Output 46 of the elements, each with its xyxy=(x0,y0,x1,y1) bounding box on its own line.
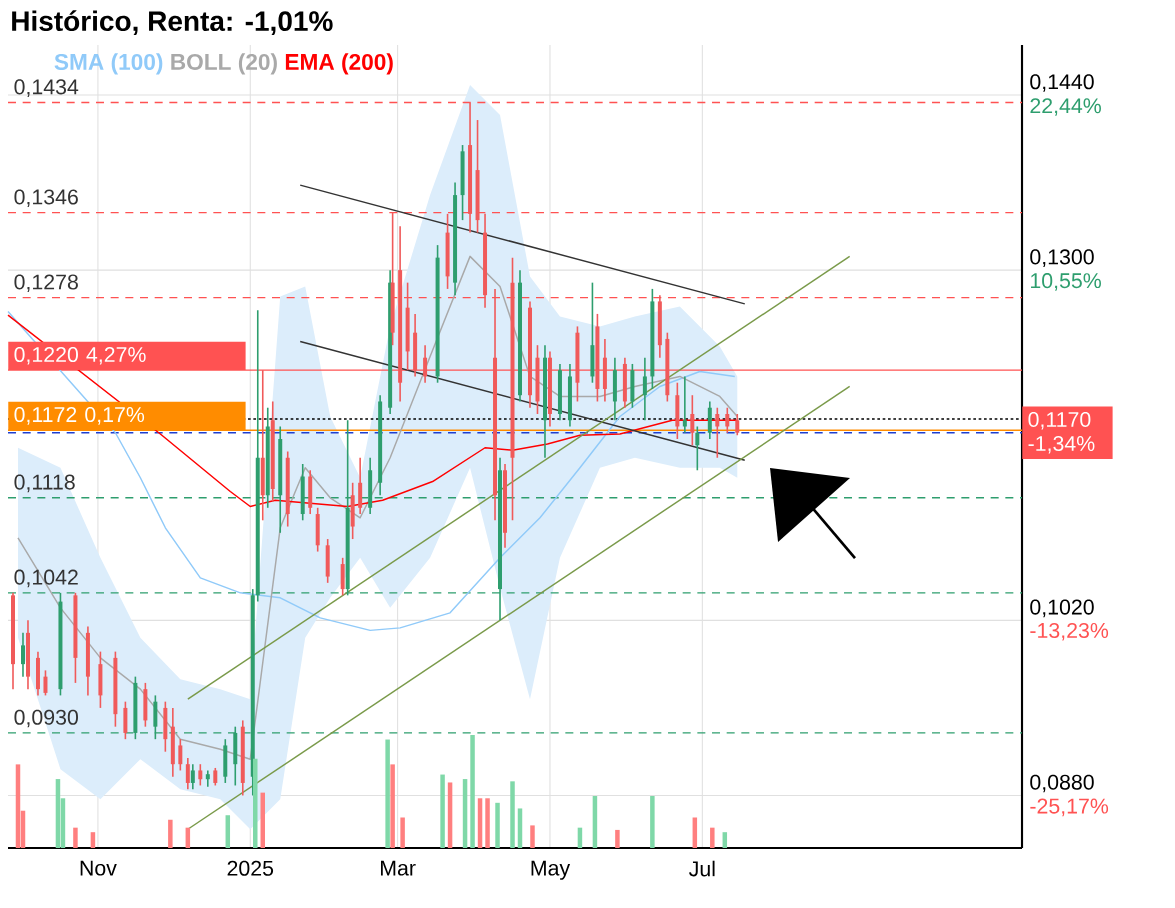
ref-line-label: 0,1346 xyxy=(14,189,78,207)
x-tick-label: Mar xyxy=(381,860,416,876)
bar xyxy=(440,774,445,848)
bar xyxy=(615,829,620,848)
bar xyxy=(385,739,390,848)
y2-tick-label: 22,44% xyxy=(1030,98,1101,116)
ref-line-label: 0,1220 4,27% xyxy=(14,346,146,365)
x-tick-label: Nov xyxy=(80,860,117,876)
y-tick-label: 0,1300 xyxy=(1030,249,1094,267)
x-tick-label: Jul xyxy=(689,860,715,877)
chart-title: Histórico, Renta: -1,01% xyxy=(12,10,333,36)
bar xyxy=(470,735,475,848)
ref-line-label: 0,1170 -1,34% xyxy=(1028,411,1095,454)
y-tick-label: 0,1020 xyxy=(1030,599,1094,618)
bar xyxy=(90,832,96,848)
ref-line-label: 0,1172 0,17% xyxy=(14,407,145,425)
y2-tick-label: -25,17% xyxy=(1030,798,1109,817)
y2-tick-label: 10,55% xyxy=(1031,273,1101,291)
bar xyxy=(495,802,500,848)
y2-tick-label: -13,23% xyxy=(1030,622,1109,641)
bar xyxy=(510,781,515,848)
y-tick-label: 0,1440 xyxy=(1030,74,1094,92)
ref-line-label: 0,1434 xyxy=(14,79,79,97)
ref-line-label: 0,0930 xyxy=(14,709,78,728)
bar xyxy=(73,827,78,848)
bar xyxy=(168,819,173,848)
x-tick-label: 2025 xyxy=(227,860,274,876)
text: SMA (100) xyxy=(54,53,163,75)
ref-line-label: 0,1042 xyxy=(14,569,78,588)
bar xyxy=(722,832,728,848)
y-tick-label: 0,0880 xyxy=(1030,774,1094,793)
bar xyxy=(517,808,523,848)
ref-line-label: 0,1118 xyxy=(14,474,75,493)
bar xyxy=(650,796,655,848)
bar xyxy=(710,827,715,848)
ref-line-label: 0,1278 xyxy=(14,274,78,293)
bar xyxy=(253,758,258,848)
text: EMA (200) xyxy=(285,53,393,75)
bar xyxy=(400,817,405,848)
text: BOLL (20) xyxy=(171,53,277,75)
bar xyxy=(530,825,535,848)
bar xyxy=(692,817,698,848)
bar xyxy=(390,764,395,848)
x-tick-label: May xyxy=(531,860,571,880)
bar xyxy=(225,815,231,848)
bar xyxy=(485,798,490,848)
